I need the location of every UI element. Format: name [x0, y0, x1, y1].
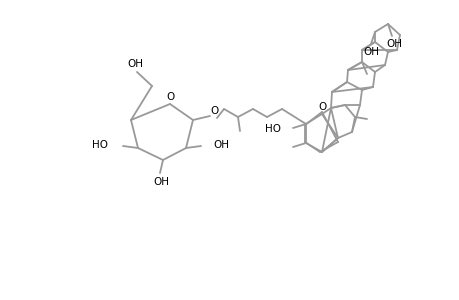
Text: OH: OH [127, 59, 143, 69]
Text: O: O [210, 106, 218, 116]
Text: O: O [167, 92, 175, 102]
Text: OH: OH [213, 140, 229, 150]
Text: OH: OH [153, 177, 168, 187]
Text: OH: OH [385, 39, 401, 49]
Text: HO: HO [264, 124, 280, 134]
Text: O: O [318, 102, 326, 112]
Text: OH: OH [362, 47, 378, 57]
Text: HO: HO [92, 140, 108, 150]
